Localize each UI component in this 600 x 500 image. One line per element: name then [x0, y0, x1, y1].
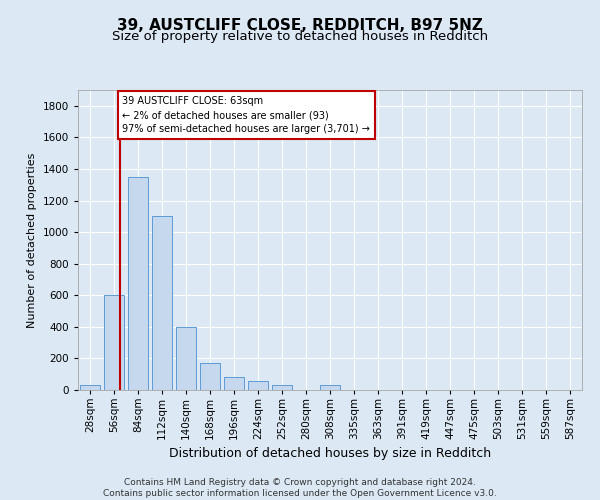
- Bar: [200, 363, 220, 390]
- Bar: [176, 327, 196, 390]
- Bar: [80, 386, 100, 390]
- Bar: [224, 378, 244, 390]
- Text: Size of property relative to detached houses in Redditch: Size of property relative to detached ho…: [112, 30, 488, 43]
- Bar: [152, 216, 172, 390]
- Y-axis label: Number of detached properties: Number of detached properties: [27, 152, 37, 328]
- Bar: [128, 177, 148, 390]
- Bar: [248, 382, 268, 390]
- Bar: [320, 386, 340, 390]
- Bar: [104, 296, 124, 390]
- X-axis label: Distribution of detached houses by size in Redditch: Distribution of detached houses by size …: [169, 448, 491, 460]
- Bar: [272, 386, 292, 390]
- Text: Contains HM Land Registry data © Crown copyright and database right 2024.
Contai: Contains HM Land Registry data © Crown c…: [103, 478, 497, 498]
- Text: 39, AUSTCLIFF CLOSE, REDDITCH, B97 5NZ: 39, AUSTCLIFF CLOSE, REDDITCH, B97 5NZ: [117, 18, 483, 32]
- Text: 39 AUSTCLIFF CLOSE: 63sqm
← 2% of detached houses are smaller (93)
97% of semi-d: 39 AUSTCLIFF CLOSE: 63sqm ← 2% of detach…: [122, 96, 370, 134]
